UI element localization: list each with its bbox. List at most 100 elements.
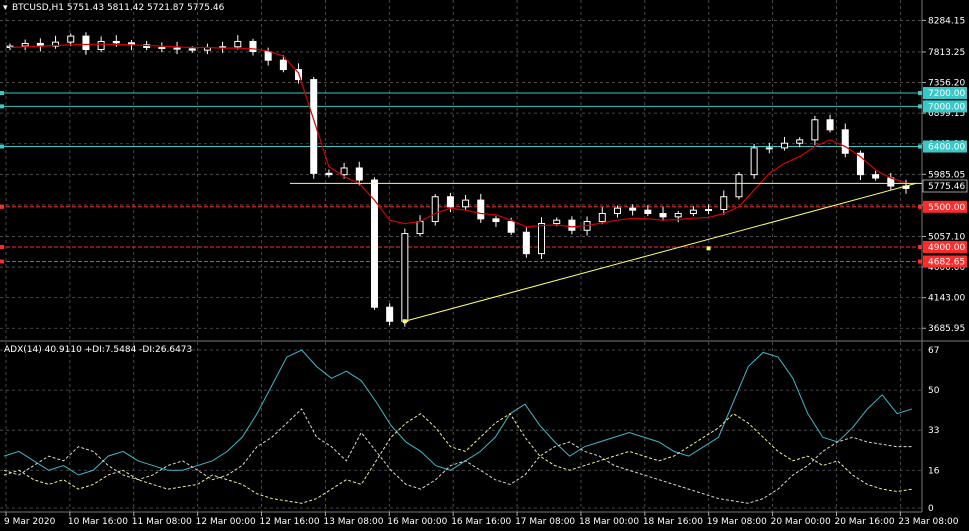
price-tick-label: 6899.15 [928, 109, 965, 119]
candle-body [613, 207, 621, 214]
price-tick-label: 8284.15 [928, 16, 965, 26]
candle-body [689, 209, 697, 214]
time-tick-label: 12 Mar 00:00 [196, 517, 256, 527]
time-tick-label: 11 Mar 08:00 [132, 517, 192, 527]
candle-body [21, 42, 29, 47]
level-handle[interactable] [0, 90, 4, 95]
price-tick-label: 4143.00 [928, 294, 965, 304]
level-handle[interactable] [918, 104, 922, 109]
candle-body [249, 40, 257, 52]
trendline-line[interactable] [404, 182, 917, 322]
candle-body [370, 179, 378, 308]
candle-body [97, 40, 105, 50]
current-price-label: 5775.46 [928, 182, 965, 192]
chart-header-icon: ▾ [3, 3, 8, 13]
price-axis-labels: 8284.157813.257356.206899.156442.105985.… [922, 16, 965, 334]
candle-body [720, 196, 728, 210]
adx-lines [3, 349, 913, 504]
level-handle[interactable] [918, 244, 922, 249]
trendline[interactable] [290, 182, 922, 324]
candle-body [735, 174, 743, 198]
candle-body [188, 48, 196, 51]
level-handle[interactable] [0, 204, 4, 209]
di-plus-line [3, 412, 913, 504]
level-tag-label: 6400.00 [928, 143, 965, 153]
time-tick-label: 20 Mar 00:00 [771, 517, 831, 527]
candle-body [781, 142, 789, 149]
candle-body [416, 221, 424, 235]
candle-body [629, 207, 637, 211]
candle-body [386, 306, 394, 322]
time-tick-label: 9 Mar 2020 [4, 517, 56, 527]
price-tick-label: 7356.20 [928, 79, 965, 89]
candle-body [67, 35, 75, 43]
level-tag [923, 200, 967, 213]
candle-body [477, 199, 485, 220]
price-tick-label: 5985.05 [928, 170, 965, 180]
level-tag [923, 140, 967, 153]
candle-body [279, 59, 287, 71]
di-minus-line [3, 408, 912, 504]
time-tick-label: 16 Mar 00:00 [387, 517, 447, 527]
level-tag-label: 4900.00 [928, 243, 965, 253]
level-handle[interactable] [918, 90, 922, 95]
candle-body [446, 196, 454, 208]
level-handle[interactable] [0, 104, 4, 109]
adx-tick-label: 0 [928, 504, 934, 514]
level-tag [923, 100, 967, 113]
level-handle[interactable] [0, 244, 4, 249]
level-handle[interactable] [918, 144, 922, 149]
candle-body [310, 79, 318, 174]
price-tick-label: 7813.25 [928, 48, 965, 58]
candle-body [538, 223, 546, 255]
time-tick-label: 10 Mar 16:00 [68, 517, 128, 527]
horizontal-levels[interactable] [0, 90, 922, 264]
candle-body [325, 172, 333, 176]
trendline-handle[interactable] [706, 246, 711, 251]
indicator-panel[interactable] [0, 342, 922, 512]
candle-body [796, 139, 804, 144]
adx-tick-label: 67 [928, 346, 939, 356]
price-tick-label: 3685.95 [928, 324, 965, 334]
candle-body [644, 209, 652, 214]
candle-body [401, 233, 409, 322]
candle-body [340, 167, 348, 176]
adx-line [3, 349, 913, 476]
time-tick-label: 18 Mar 16:00 [643, 517, 703, 527]
trendline-handle[interactable] [402, 319, 407, 324]
adx-tick-label: 33 [928, 426, 939, 436]
adx-axis-labels: 67 50 33 16 0 [928, 346, 940, 514]
candle-body [234, 40, 242, 48]
main-panel[interactable] [0, 0, 922, 340]
level-handle[interactable] [0, 259, 4, 264]
level-tag-label: 7200.00 [928, 89, 965, 99]
candle-body [158, 46, 166, 49]
level-handle[interactable] [0, 144, 4, 149]
price-tick-label: 4600.00 [928, 263, 965, 273]
level-tag-label: 4682.65 [928, 258, 965, 268]
candle-body [826, 119, 834, 131]
candle-body [431, 196, 439, 223]
candle-body [522, 231, 530, 255]
chart-header: BTCUSD,H1 5751.43 5811.42 5721.87 5775.4… [12, 3, 225, 13]
time-tick-label: 16 Mar 16:00 [451, 517, 511, 527]
candle-body [674, 212, 682, 218]
candle-body [462, 199, 470, 208]
level-handle[interactable] [918, 204, 922, 209]
level-tag [923, 86, 967, 99]
candle-body [750, 147, 758, 176]
candle-body [598, 212, 606, 223]
time-tick-label: 19 Mar 08:00 [707, 517, 767, 527]
price-tick-label: 5057.10 [928, 232, 965, 242]
time-tick-label: 13 Mar 08:00 [323, 517, 383, 527]
adx-tick-label: 50 [928, 386, 940, 396]
grid [0, 0, 922, 512]
candle-body [811, 119, 819, 141]
candle-body [264, 50, 272, 61]
level-tag-label: 7000.00 [928, 102, 965, 112]
time-tick-label: 20 Mar 16:00 [834, 517, 894, 527]
level-handle[interactable] [918, 259, 922, 264]
moving-average-line [9, 43, 907, 228]
candle-body [841, 129, 849, 154]
